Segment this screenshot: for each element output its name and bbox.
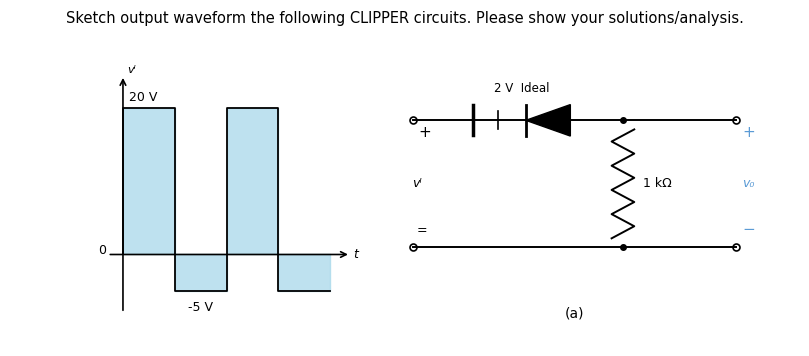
Text: Sketch output waveform the following CLIPPER circuits. Please show your solution: Sketch output waveform the following CLI… <box>66 11 743 26</box>
Text: 1 kΩ: 1 kΩ <box>643 177 672 190</box>
Text: =: = <box>417 224 427 237</box>
Text: t: t <box>354 248 358 261</box>
Text: vᴵ: vᴵ <box>127 65 136 75</box>
Text: +: + <box>742 125 755 140</box>
Text: 20 V: 20 V <box>129 90 158 104</box>
Text: 0: 0 <box>99 244 107 257</box>
Text: −: − <box>742 222 755 237</box>
Text: +: + <box>419 125 431 140</box>
Polygon shape <box>526 105 570 136</box>
Text: 2 V  Ideal: 2 V Ideal <box>494 82 549 95</box>
Text: vᴵ: vᴵ <box>413 177 422 190</box>
Text: v₀: v₀ <box>742 177 755 190</box>
Text: -5 V: -5 V <box>188 301 213 314</box>
Text: (a): (a) <box>565 307 584 321</box>
